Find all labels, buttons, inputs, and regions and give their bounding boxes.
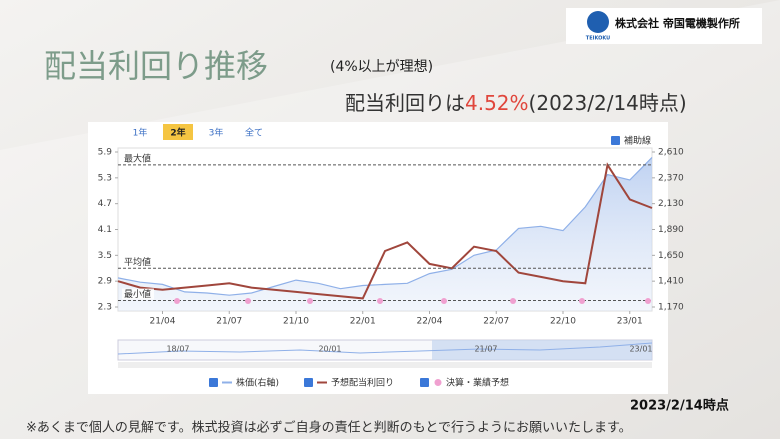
- nav-label: 21/07: [474, 345, 497, 354]
- reference-label-bg: [122, 152, 154, 164]
- y-tick-label: 2.9: [98, 277, 113, 287]
- asof: (2023/2/14時点): [529, 91, 687, 115]
- reference-label: 平均値: [124, 256, 151, 268]
- event-marker[interactable]: [510, 298, 516, 304]
- legend-label[interactable]: 決算・業績予想: [446, 377, 509, 389]
- logo-brand: TEIKOKU: [586, 36, 610, 42]
- guide-label[interactable]: 補助線: [624, 135, 651, 147]
- range-tab[interactable]: 全て: [245, 127, 263, 139]
- x-tick-label: 21/10: [283, 317, 309, 327]
- y2-tick-label: 1,890: [658, 225, 684, 235]
- y-tick-label: 2.3: [98, 303, 112, 313]
- reference-label: 最小値: [124, 288, 151, 300]
- event-marker[interactable]: [441, 298, 447, 304]
- range-tab[interactable]: 3年: [209, 127, 224, 139]
- legend-checkbox[interactable]: [209, 378, 218, 387]
- range-tab[interactable]: 2年: [170, 127, 185, 139]
- logo-company: 株式会社 帝国電機製作所: [615, 16, 740, 30]
- x-tick-label: 22/04: [417, 317, 443, 327]
- y2-tick-label: 1,410: [658, 277, 684, 287]
- legend-checkbox[interactable]: [304, 378, 313, 387]
- y-tick-label: 5.3: [98, 173, 112, 183]
- x-tick-label: 22/01: [350, 317, 376, 327]
- active-tab: [163, 124, 193, 140]
- scrollbar[interactable]: [118, 362, 652, 368]
- logo-mark: [587, 11, 609, 33]
- x-tick-label: 21/04: [150, 317, 176, 327]
- legend-swatch: [434, 379, 442, 386]
- highlight: 4.52%: [465, 91, 529, 115]
- navigator-line: [117, 342, 653, 355]
- y2-tick-label: 2,370: [658, 173, 684, 183]
- y-tick-label: 5.9: [98, 148, 113, 158]
- y-tick-label: 4.7: [98, 199, 112, 209]
- footer-date: 2023/2/14時点: [630, 398, 729, 414]
- event-marker[interactable]: [307, 298, 313, 304]
- title-note: (4%以上が理想): [330, 59, 433, 75]
- reference-label: 最大値: [124, 152, 151, 164]
- nav-label: 18/07: [166, 345, 189, 354]
- nav-label: 23/01: [629, 345, 652, 354]
- series-line: [117, 162, 653, 300]
- legend-label[interactable]: 株価(右軸): [236, 377, 279, 389]
- event-marker[interactable]: [377, 298, 383, 304]
- x-tick-label: 22/10: [550, 317, 576, 327]
- x-tick-label: 21/07: [216, 317, 242, 327]
- event-marker[interactable]: [245, 298, 251, 304]
- y-tick-label: 3.5: [98, 251, 112, 261]
- plot: 2.3 2.9 3.5 4.1 4.7 5.3 5.9 1,170 1,410 1,650 1,89…: [98, 147, 684, 327]
- event-marker[interactable]: [174, 298, 180, 304]
- legend-label[interactable]: 予想配当利回り: [331, 377, 394, 389]
- disclaimer: ※あくまで個人の見解です。株式投資は必ずご自身の責任と判断のもとで行うようにお願…: [26, 420, 632, 436]
- reference-label-bg: [122, 288, 154, 300]
- y2-tick-label: 1,170: [658, 303, 684, 313]
- series-line: [117, 156, 653, 296]
- legend-checkbox[interactable]: [420, 378, 429, 387]
- y2-tick-label: 1,650: [658, 251, 684, 261]
- y2-tick-label: 2,130: [658, 199, 684, 209]
- yield-statement: 配当利回りは4.52%(2023/2/14時点): [345, 91, 687, 115]
- y2-tick-label: 2,610: [658, 148, 684, 158]
- range-tab[interactable]: 1年: [133, 127, 148, 139]
- x-tick-label: 23/01: [617, 317, 643, 327]
- lead: 配当利回りは: [345, 91, 465, 115]
- y-tick-label: 4.1: [98, 225, 112, 235]
- guide-checkbox[interactable]: [611, 136, 620, 145]
- title: 配当利回り推移: [44, 47, 268, 85]
- x-tick-label: 22/07: [483, 317, 509, 327]
- nav-label: 20/01: [318, 345, 341, 354]
- event-marker[interactable]: [579, 298, 585, 304]
- reference-label-bg: [122, 256, 154, 268]
- range-tabs: 1年 2年 3年 全て: [133, 124, 263, 140]
- event-marker[interactable]: [645, 298, 651, 304]
